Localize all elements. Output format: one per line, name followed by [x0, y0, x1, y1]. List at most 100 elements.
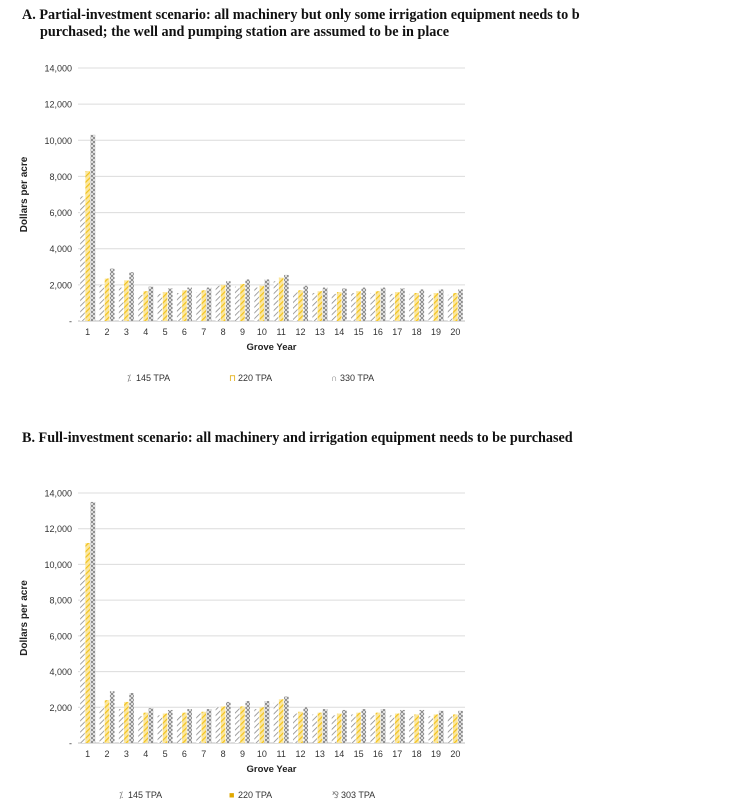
bar-145-tpa-year-4	[138, 294, 143, 321]
y-tick-label: 4,000	[49, 667, 72, 677]
bar-220-tpa-year-15	[356, 291, 361, 321]
bar-220-tpa-year-6	[182, 290, 187, 321]
panel-a-title-line2: purchased; the well and pumping station …	[40, 24, 449, 40]
x-tick-label: 11	[277, 749, 286, 759]
bar-303-tpa-year-9	[245, 701, 250, 743]
y-tick-label: -	[69, 739, 72, 749]
bar-330-tpa-year-4	[148, 286, 154, 321]
chart-b: - 2,000 4,000 6,000 8,000 10,000 12,000 14,000 1…	[19, 489, 465, 800]
panel-a-title: A. Partial-investment scenario: all mach…	[22, 7, 728, 41]
bar-220-tpa-year-12	[298, 711, 303, 743]
legend-item-303-tpa: ⅋ 303 TPA	[332, 790, 375, 800]
y-tick-label: 4,000	[49, 244, 72, 254]
x-tick-label: 12	[296, 749, 306, 759]
y-tick-label: 8,000	[49, 596, 72, 606]
bar-145-tpa-year-5	[157, 293, 163, 321]
bar-330-tpa-year-7	[206, 287, 212, 321]
x-tick-label: 4	[143, 327, 148, 337]
bar-303-tpa-year-1	[90, 501, 96, 743]
bar-145-tpa-year-12	[293, 713, 298, 743]
bar-145-tpa-year-18	[409, 293, 414, 321]
x-tick-label: 4	[143, 749, 148, 759]
y-tick-label: 6,000	[49, 631, 72, 641]
bar-145-tpa-year-10	[254, 709, 259, 743]
bar-145-tpa-year-7	[196, 292, 201, 321]
y-tick-label: 6,000	[49, 208, 72, 218]
bar-303-tpa-year-20	[458, 710, 463, 743]
x-tick-label: 14	[334, 327, 344, 337]
bar-220-tpa-year-3	[124, 280, 129, 321]
bar-220-tpa-year-2	[104, 700, 110, 743]
y-tick-label: 14,000	[44, 64, 72, 74]
bar-220-tpa-year-13	[317, 291, 323, 321]
bar-330-tpa-year-11	[284, 274, 289, 321]
x-tick-label: 16	[373, 327, 383, 337]
bar-303-tpa-year-14	[342, 709, 347, 743]
bar-145-tpa-year-15	[351, 714, 356, 743]
legend-item-330-tpa: ∩ 330 TPA	[331, 373, 374, 383]
y-tick-label: 10,000	[44, 560, 72, 570]
bar-145-tpa-year-11	[273, 702, 279, 743]
bar-145-tpa-year-4	[138, 716, 143, 743]
x-tick-label: 15	[354, 327, 364, 337]
x-tick-label: 8	[221, 749, 226, 759]
x-tick-label: 17	[392, 749, 402, 759]
bar-220-tpa-year-10	[259, 285, 265, 321]
bar-145-tpa-year-16	[370, 715, 376, 743]
bar-220-tpa-year-18	[414, 292, 419, 321]
x-tick-label: 13	[315, 327, 325, 337]
bar-303-tpa-year-13	[322, 709, 328, 743]
legend-item-220-tpa: ■ 220 TPA	[229, 790, 272, 800]
bar-145-tpa-year-17	[389, 715, 395, 743]
bar-220-tpa-year-17	[394, 292, 400, 321]
bar-145-tpa-year-1	[80, 196, 85, 321]
bar-220-tpa-year-19	[433, 292, 439, 321]
bar-303-tpa-year-11	[284, 696, 289, 743]
bar-330-tpa-year-1	[90, 134, 96, 321]
legend-label: 220 TPA	[238, 373, 272, 383]
x-axis-title: Grove Year	[246, 764, 296, 775]
bar-145-tpa-year-20	[447, 716, 453, 743]
bar-303-tpa-year-3	[129, 693, 134, 743]
bar-330-tpa-year-17	[400, 288, 405, 321]
x-tick-label: 7	[201, 749, 206, 759]
bar-220-tpa-year-8	[220, 706, 226, 743]
bar-220-tpa-year-5	[162, 713, 168, 743]
x-tick-label: 6	[182, 749, 187, 759]
bar-220-tpa-year-17	[394, 713, 400, 743]
bar-220-tpa-year-9	[240, 283, 245, 321]
x-tick-label: 1	[85, 327, 90, 337]
legend-item-220-tpa: ⊓ 220 TPA	[229, 373, 272, 383]
bar-330-tpa-year-14	[342, 288, 347, 321]
bar-145-tpa-year-6	[176, 715, 182, 743]
bar-220-tpa-year-16	[375, 712, 381, 743]
y-tick-label: -	[69, 317, 72, 327]
bar-220-tpa-year-14	[336, 713, 342, 743]
legend-marker-icon: ⅋	[332, 790, 339, 800]
x-tick-label: 18	[412, 749, 422, 759]
x-tick-label: 5	[163, 327, 168, 337]
y-axis-title: Dollars per acre	[19, 156, 30, 232]
bar-145-tpa-year-5	[157, 715, 163, 743]
bar-145-tpa-year-8	[215, 707, 221, 743]
bar-220-tpa-year-18	[414, 714, 419, 743]
legend-label: 145 TPA	[128, 790, 162, 800]
bar-145-tpa-year-18	[409, 716, 414, 743]
bar-303-tpa-year-18	[419, 709, 425, 743]
bar-330-tpa-year-9	[245, 279, 250, 321]
bar-220-tpa-year-10	[259, 707, 265, 743]
bar-220-tpa-year-19	[433, 714, 439, 743]
bar-303-tpa-year-15	[361, 709, 367, 743]
bar-330-tpa-year-12	[303, 285, 309, 321]
bar-330-tpa-year-20	[458, 289, 463, 321]
x-tick-label: 3	[124, 327, 129, 337]
bar-220-tpa-year-15	[356, 712, 361, 743]
y-tick-label: 14,000	[44, 489, 72, 499]
bar-145-tpa-year-20	[447, 294, 453, 321]
bar-220-tpa-year-1	[85, 543, 90, 743]
bar-330-tpa-year-13	[322, 287, 328, 321]
bar-145-tpa-year-15	[351, 292, 356, 321]
bar-220-tpa-year-8	[220, 284, 226, 321]
x-tick-label: 10	[257, 749, 267, 759]
x-tick-label: 7	[201, 327, 206, 337]
